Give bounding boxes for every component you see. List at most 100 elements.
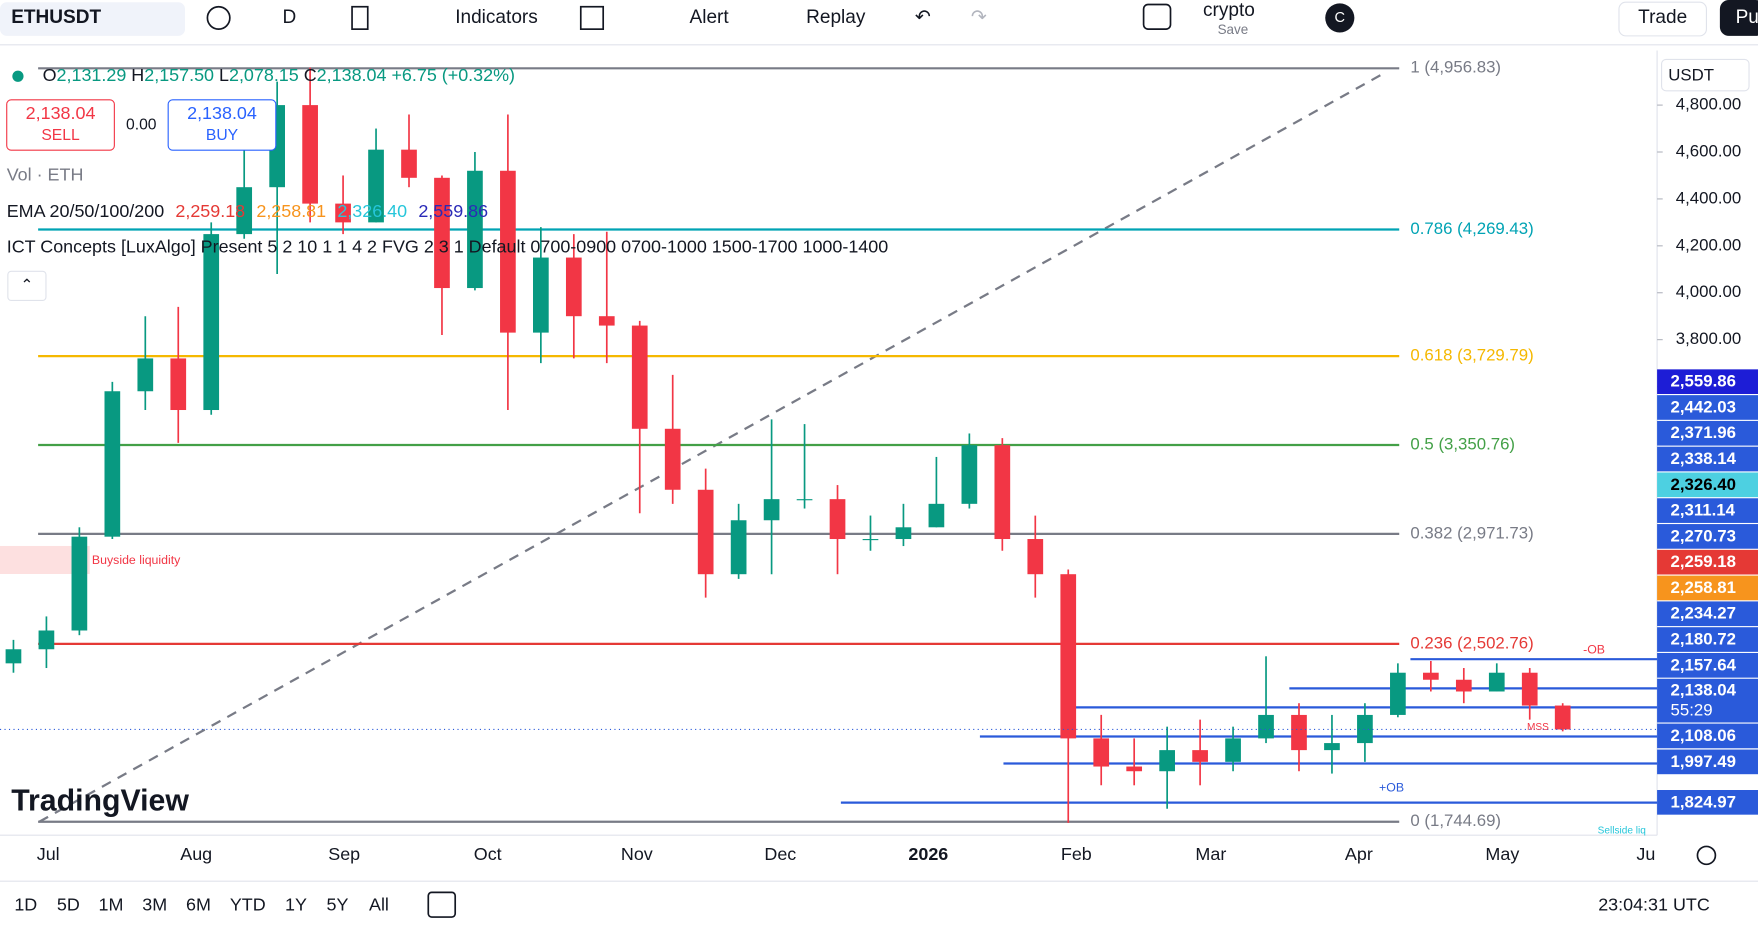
l-label: L [219, 65, 229, 85]
redo[interactable]: ↷ [971, 7, 987, 28]
publish-label[interactable]: Pu [1736, 7, 1758, 28]
undo[interactable]: ↶ [915, 7, 931, 28]
currency-select[interactable] [1661, 58, 1750, 92]
candle-body [1159, 750, 1175, 772]
trade-button-box[interactable] [1618, 1, 1707, 37]
sell-label[interactable]: SELL [41, 127, 80, 144]
candle-body [236, 187, 253, 235]
price-tag [1657, 790, 1758, 815]
range-button[interactable]: 5Y [327, 895, 349, 915]
candle-body [994, 445, 1011, 540]
candle-body [302, 105, 318, 204]
collapse-legend[interactable] [7, 270, 47, 302]
ohlc-legend: O2,131.29 H2,157.50 L2,078.15 C2,138.04 … [43, 65, 515, 85]
trade-button[interactable]: Trade [1638, 7, 1687, 28]
candle-body [335, 203, 351, 223]
candle-body [1324, 743, 1340, 751]
avatar[interactable] [1325, 3, 1355, 33]
x-tick-label: Mar [1195, 844, 1226, 864]
layout-name[interactable]: crypto [1203, 0, 1255, 21]
price-tag [1657, 652, 1758, 678]
range-button[interactable]: 5D [57, 895, 80, 915]
annotation: -OB [1583, 642, 1605, 656]
price-tag-label: 2,559.86 [1671, 372, 1736, 391]
buy-box[interactable] [167, 99, 277, 151]
range-button[interactable]: 1Y [285, 895, 307, 915]
x-tick-label: Jul [37, 844, 60, 864]
price-tag-label: 2,371.96 [1671, 423, 1736, 442]
price-tag [1657, 723, 1758, 749]
replay-button[interactable]: Replay [806, 7, 866, 28]
add-symbol-icon[interactable] [206, 5, 231, 30]
x-tick-label: Aug [180, 844, 212, 864]
price-tag-label: 2,259.18 [1671, 552, 1736, 571]
x-tick-label: Oct [474, 844, 502, 864]
candle-body [434, 177, 450, 289]
c-value: 2,138.04 [317, 65, 387, 85]
candle-body [598, 316, 615, 326]
annotation: Buyside liquidity [92, 553, 181, 567]
annotation: MSS [1527, 722, 1549, 733]
candle-body [1390, 672, 1406, 715]
candle-body [565, 257, 582, 317]
sell-box[interactable] [6, 99, 115, 151]
range-button[interactable]: 1D [14, 895, 37, 915]
settings-icon[interactable] [1696, 845, 1717, 866]
price-tag-label: 2,234.27 [1671, 604, 1736, 623]
currency[interactable]: USDT [1668, 66, 1714, 85]
symbol-box[interactable] [0, 2, 185, 36]
fib-label: 0.5 (3,350.76) [1410, 434, 1515, 453]
date-range-icon[interactable] [427, 891, 457, 918]
candle-body [137, 358, 154, 392]
candle-body [71, 536, 88, 631]
spread: 0.00 [126, 117, 157, 134]
candle-body [170, 358, 187, 411]
candle-body [730, 520, 747, 575]
range-button[interactable]: All [369, 895, 389, 915]
annotation: Sellside liq [1598, 825, 1646, 836]
range-button[interactable]: YTD [230, 895, 266, 915]
avatar-letter[interactable]: C [1335, 10, 1346, 26]
candle-body [1455, 679, 1472, 692]
candle-body [664, 428, 681, 490]
candle-body [500, 170, 516, 333]
y-tick-label: 4,800.00 [1676, 95, 1741, 114]
save-label[interactable]: Save [1218, 22, 1249, 37]
indicators-button[interactable]: Indicators [455, 7, 538, 28]
x-tick-label: Apr [1345, 844, 1373, 864]
candle-body [368, 149, 384, 223]
chart-type-icon[interactable] [351, 5, 369, 30]
buy-price[interactable]: 2,138.04 [187, 103, 257, 123]
range-button[interactable]: 6M [186, 895, 211, 915]
clock: 23:04:31 UTC [1598, 895, 1710, 915]
buy-label[interactable]: BUY [206, 127, 239, 144]
range-button[interactable]: 3M [142, 895, 167, 915]
change: +6.75 (+0.32%) [391, 65, 515, 85]
templates-icon[interactable] [579, 5, 605, 30]
sell-price[interactable]: 2,138.04 [26, 103, 96, 123]
publish-button[interactable] [1719, 0, 1758, 36]
plot [0, 67, 1658, 823]
range-button[interactable]: 1M [99, 895, 124, 915]
fib-label: 0.786 (4,269.43) [1410, 219, 1533, 238]
top-toolbar: ETHUSDT D Indicators Alert Replay ↶ ↷ cr… [0, 0, 1758, 46]
ict-legend: ICT Concepts [LuxAlgo] Present 5 2 10 1 … [7, 236, 889, 256]
price-tag-label: 2,442.03 [1671, 397, 1736, 416]
candle-body [104, 391, 121, 537]
candle-body [203, 234, 220, 411]
alert-button[interactable]: Alert [690, 7, 730, 28]
collapse-arrow[interactable]: ⌃ [20, 277, 33, 294]
candle-body [1357, 714, 1373, 744]
interval[interactable]: D [283, 7, 297, 28]
h-label: H [131, 65, 144, 85]
candle-body [862, 539, 879, 541]
fib-label: 0.236 (2,502.76) [1410, 633, 1533, 652]
price-tag [1657, 498, 1758, 523]
symbol[interactable]: ETHUSDT [11, 7, 101, 28]
countdown: 55:29 [1671, 701, 1713, 720]
price-tag [1657, 678, 1758, 723]
price-tag [1657, 549, 1758, 575]
layout-icon[interactable] [1142, 3, 1172, 30]
